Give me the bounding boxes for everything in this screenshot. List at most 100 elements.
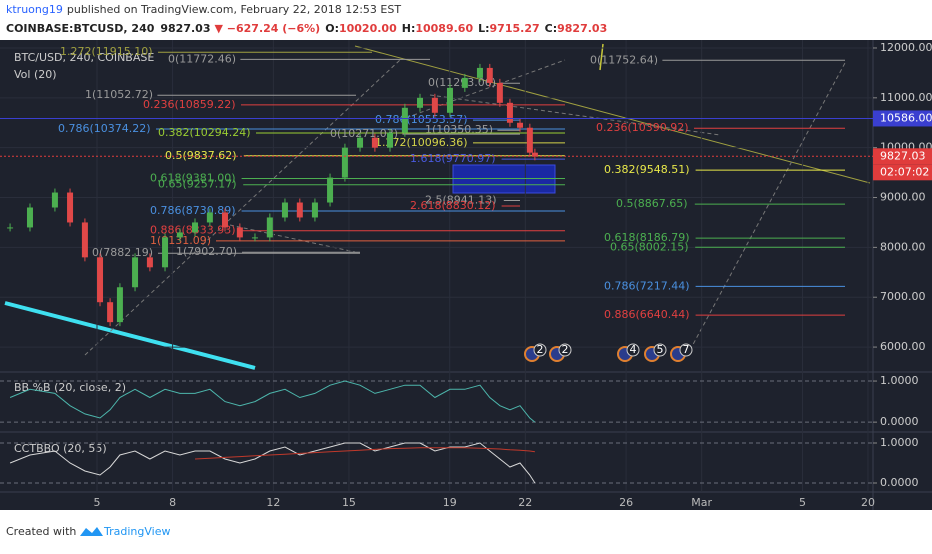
- candle: [371, 137, 378, 148]
- chart-bg: [0, 40, 932, 510]
- candle: [387, 132, 394, 148]
- trendline: [354, 45, 871, 184]
- x-tick-label: 20: [861, 496, 875, 509]
- fib-label: 0(10271.03): [330, 127, 398, 140]
- candle: [81, 222, 88, 258]
- footer-created: Created with: [6, 525, 76, 538]
- y-tick-label: 12000.00: [880, 41, 932, 54]
- candle: [531, 152, 538, 157]
- countdown-tag: [873, 164, 932, 181]
- channel-line: [84, 59, 401, 356]
- fib-label: 0.618(9381.00): [150, 172, 236, 185]
- ohlc-value: 9715.27: [490, 22, 540, 35]
- last: 9827.03: [160, 22, 210, 35]
- candle: [496, 82, 503, 103]
- x-tick-label: 15: [342, 496, 356, 509]
- fib-label: 0.236(10859.22): [143, 98, 236, 111]
- publisher[interactable]: ktruong19: [6, 3, 63, 16]
- candle: [526, 127, 533, 153]
- y-tick-label: 7000.00: [880, 290, 926, 303]
- candle: [176, 232, 183, 238]
- footer-brand[interactable]: TradingView: [103, 525, 170, 538]
- brand-logo: [80, 527, 103, 536]
- event-badge: [558, 343, 572, 357]
- candle: [266, 217, 273, 238]
- fib-label: 0.382(9548.51): [604, 163, 690, 176]
- x-tick-label: 26: [619, 496, 633, 509]
- ohlc-key: O:: [325, 22, 339, 35]
- candle: [26, 207, 33, 228]
- trendline: [4, 301, 256, 370]
- indicator-line: [9, 442, 536, 484]
- event-badge: [626, 343, 640, 357]
- fib-label: 0.786(7217.44): [604, 279, 690, 292]
- candle: [357, 137, 364, 148]
- candle: [251, 237, 258, 239]
- event-count: 4: [630, 343, 637, 356]
- footer-bg: [0, 510, 932, 550]
- header-line: ktruong19 published on TradingView.com, F…: [6, 3, 401, 16]
- candle: [116, 287, 123, 323]
- fib-label: 2.5(8941.13): [425, 193, 497, 206]
- candle: [517, 122, 524, 128]
- candle: [486, 67, 493, 83]
- candle: [7, 227, 14, 229]
- y-tick-label: 8000.00: [880, 240, 926, 253]
- quote-line: COINBASE:BTCUSD, 240 9827.03 ▼ −627.24 (−6…: [6, 22, 607, 35]
- candle: [192, 222, 199, 233]
- volume-label: Vol (20): [14, 68, 57, 81]
- event-count: 5: [657, 343, 664, 356]
- candle: [506, 102, 513, 123]
- main-title: BTC/USD, 240, COINBASE: [14, 51, 154, 64]
- y-tick-label: 6000.00: [880, 340, 926, 353]
- ohlc-value: 9827.03: [557, 22, 607, 35]
- candle: [296, 202, 303, 218]
- pane-title: CCTBBO (20, 55): [14, 442, 107, 455]
- fib-label: 1.618(9770.97): [410, 152, 496, 165]
- y-tick-label: 11000.00: [880, 91, 932, 104]
- ohlc: O:10020.00 H:10089.60 L:9715.27 C:9827.03: [325, 22, 607, 35]
- fib-label: 0.382(10294.24): [158, 126, 251, 139]
- event-count: 2: [562, 343, 569, 356]
- candle: [476, 67, 483, 78]
- y-tick-label: 0.0000: [880, 476, 919, 489]
- fib-label: 1(7902.70): [176, 245, 237, 258]
- x-tick-label: 19: [443, 496, 457, 509]
- ohlc-value: 10020.00: [339, 22, 397, 35]
- ohlc-key: L:: [478, 22, 489, 35]
- x-tick-label: 5: [799, 496, 806, 509]
- y-tick-label: 1.0000: [880, 374, 919, 387]
- fib-label: 2.618(8830.12): [410, 199, 496, 212]
- indicator-line: [194, 447, 535, 460]
- candle: [97, 257, 104, 303]
- channel-line: [689, 62, 846, 351]
- price-tag: [873, 148, 932, 165]
- candle: [431, 97, 438, 113]
- published: published on TradingView.com, February 2…: [67, 3, 401, 16]
- candle: [327, 177, 334, 203]
- x-tick-label: 5: [94, 496, 101, 509]
- x-tick-label: Mar: [691, 496, 712, 509]
- ohlc-value: 10089.60: [415, 22, 473, 35]
- y-tick-label: 9000.00: [880, 191, 926, 204]
- candle: [416, 97, 423, 108]
- channel-line: [399, 59, 566, 121]
- event-badge: [653, 343, 667, 357]
- y-tick-label: 1.0000: [880, 436, 919, 449]
- fib-label: 0.5(8867.65): [616, 197, 688, 210]
- fib-label: 0.786(10374.22): [58, 122, 151, 135]
- candle: [461, 77, 468, 88]
- price-tag-label: 9827.03: [880, 149, 926, 162]
- fib-label: 0.886(6640.44): [604, 308, 690, 321]
- fib-label: 1(11052.72): [85, 88, 153, 101]
- event-badge: [679, 343, 693, 357]
- x-tick-label: 12: [266, 496, 280, 509]
- candle: [311, 202, 318, 218]
- fib-label: 0(7882.19): [92, 246, 153, 259]
- change: ▼ −627.24 (−6%): [214, 22, 320, 35]
- pane-title: BB %B (20, close, 2): [14, 381, 126, 394]
- ohlc-key: C:: [545, 22, 557, 35]
- ohlc-key: H:: [402, 22, 416, 35]
- fib-label: 0.65(9257.17): [158, 178, 237, 191]
